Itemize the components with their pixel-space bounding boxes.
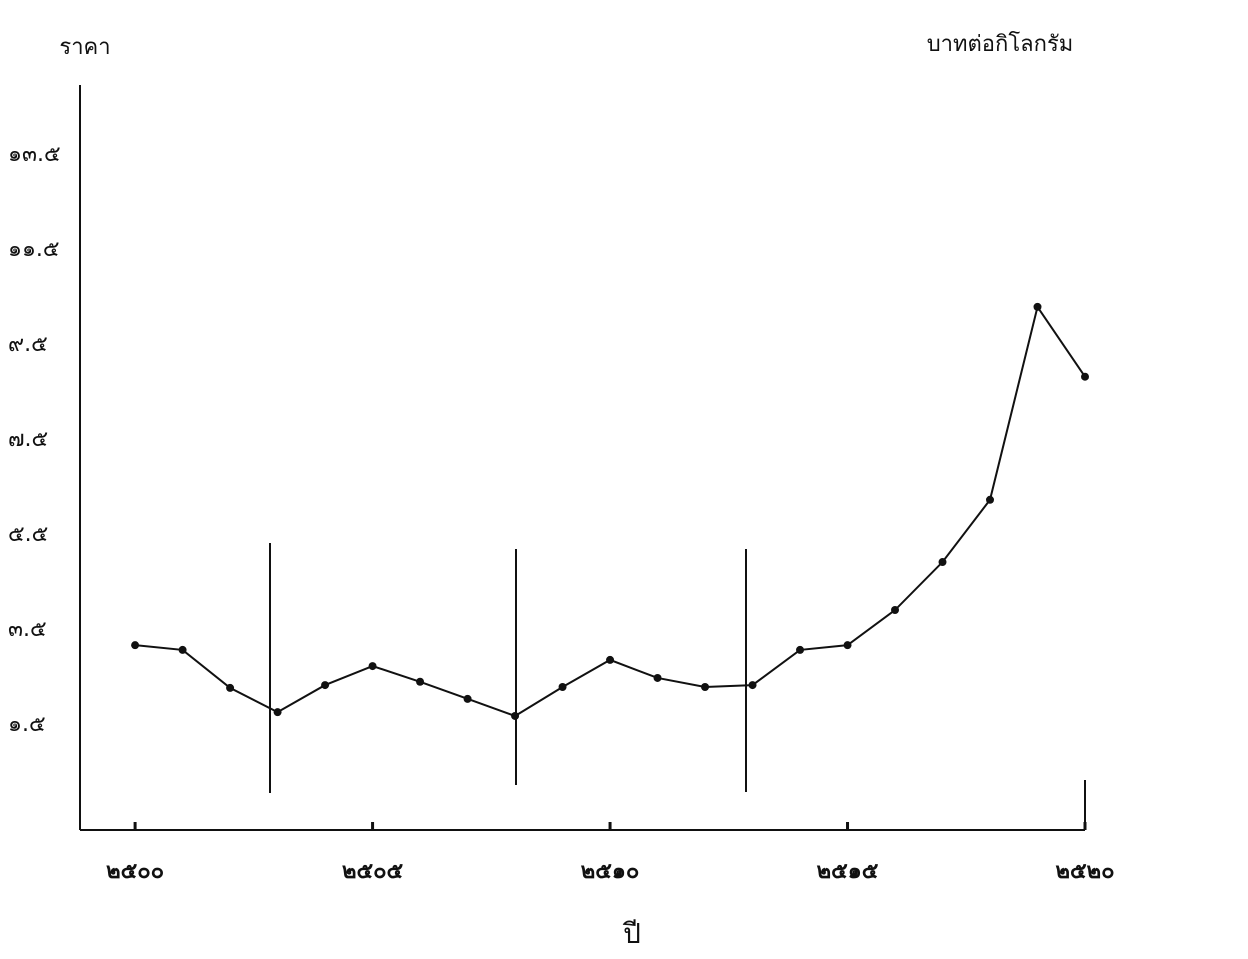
data-point: [1033, 302, 1042, 311]
data-point: [653, 673, 662, 682]
data-point: [986, 495, 995, 504]
x-axis-label: ปี: [622, 917, 641, 950]
y-tick-label: ๑๑.๕: [8, 237, 60, 262]
data-point: [178, 645, 187, 654]
y-tick-label: ๗.๕: [8, 427, 48, 452]
y-tick-label: ๑.๕: [8, 712, 46, 737]
y-tick-label: ๙.๕: [8, 332, 48, 357]
data-point: [558, 682, 567, 691]
y-axis-label: ราคา: [59, 35, 110, 60]
data-point: [1081, 372, 1089, 381]
data-point: [131, 641, 140, 650]
y-tick-label: ๕.๕: [8, 522, 48, 547]
data-point: [843, 641, 852, 650]
x-tick-label: ๒๕๐๕: [342, 859, 404, 884]
x-tick-label: ๒๕๑๐: [581, 859, 640, 884]
data-point: [416, 677, 425, 686]
data-point: [463, 694, 472, 703]
data-point: [226, 683, 235, 692]
data-point: [368, 662, 377, 671]
x-tick-label: ๒๕๐๐: [106, 859, 164, 884]
x-tick-label: ๒๕๒๐: [1055, 859, 1114, 884]
data-point: [938, 558, 947, 567]
data-point: [891, 606, 900, 615]
data-point: [796, 645, 805, 654]
data-point: [606, 655, 615, 664]
data-point: [321, 681, 330, 690]
unit-label: บาทต่อกิโลกรัม: [927, 31, 1074, 57]
data-point: [273, 708, 282, 717]
data-point: [511, 711, 520, 720]
data-point: [748, 681, 757, 690]
y-tick-label: ๑๓.๕: [8, 142, 61, 167]
data-point: [701, 682, 710, 691]
x-tick-label: ๒๕๑๕: [817, 859, 879, 884]
y-tick-label: ๓.๕: [8, 617, 47, 642]
